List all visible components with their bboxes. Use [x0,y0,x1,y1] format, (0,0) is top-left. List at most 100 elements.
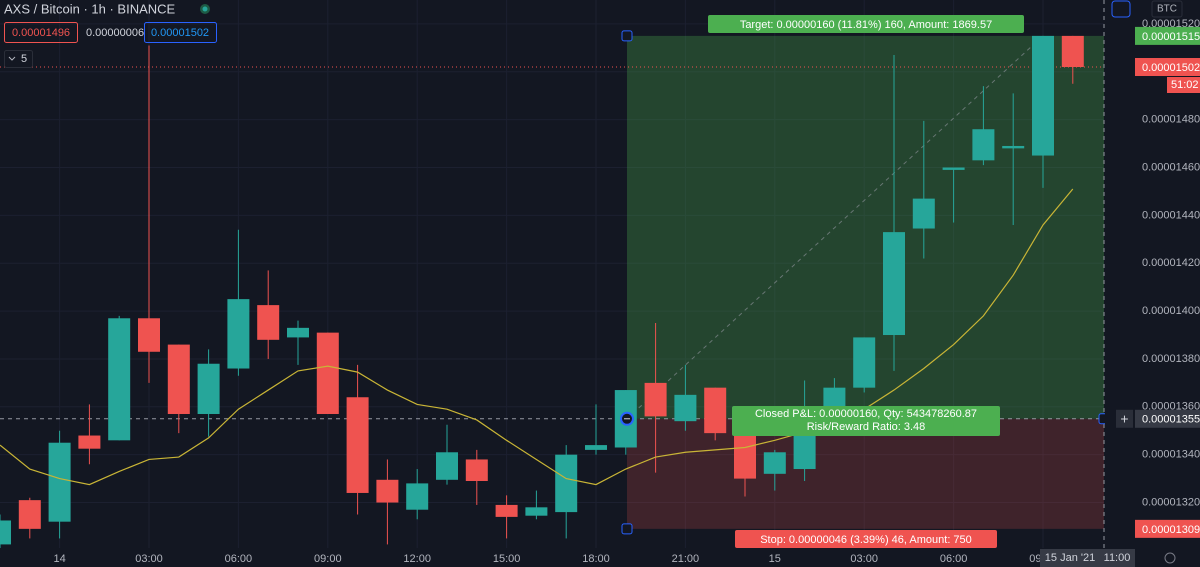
candle-body [48,442,71,522]
add-icon: + [1120,410,1128,426]
countdown: 51:02 [1171,79,1199,91]
y-tick-label: 0.00001320 [1142,496,1200,508]
spread: 0.00000006 [86,27,144,39]
candle-body [376,479,399,503]
candle-body [853,337,876,388]
handle [621,523,633,535]
x-tick-label: 06:00 [225,553,253,565]
candle-body [942,167,965,170]
candle-body [495,504,518,517]
candle-body [912,198,935,229]
candle-body [18,500,41,529]
price-badge [1135,58,1200,77]
x-tick-label: 15 [769,553,781,565]
settings[interactable] [1164,552,1176,564]
position-label: Target: 0.00000160 (11.81%) 160, Amount:… [740,19,992,31]
candle-body [78,435,101,449]
status-dot-core [202,6,208,12]
date-label: 15 Jan '21 [1045,552,1095,564]
chevron [8,56,16,61]
auto-scale[interactable] [1111,0,1131,18]
y-tick-label: 0.00001440 [1142,209,1200,221]
candle-body [734,423,756,479]
label-box [735,530,997,548]
x-tick-label: 03:00 [850,553,878,565]
handle [621,30,633,42]
candle-body [108,318,131,441]
price-badge [1135,26,1200,45]
price-badge-label: 0.00001309 [1142,524,1200,536]
x-tick-label: 06:00 [940,553,968,565]
label-box [708,15,1024,33]
time-axis [0,548,1200,567]
symbol: AXS / Bitcoin · 1h · BINANCE [4,1,176,16]
y-tick-label: 0.00001420 [1142,257,1200,269]
bid: 0.00001496 [12,27,70,39]
candle-body [436,452,458,480]
candle-body [555,454,578,513]
price-badge-label: 0.00001515 [1142,31,1200,43]
candle-body [406,483,429,510]
x-tick-label: 21:00 [672,553,700,565]
currency: BTC [1157,4,1177,15]
candle-body [316,332,339,414]
candle-body [227,299,250,369]
indicators-toggle[interactable] [4,50,33,68]
add-button [1116,409,1133,428]
y-tick-label: 0.00001520 [1142,18,1200,30]
candle-body [1061,35,1084,68]
bid-box[interactable] [4,22,78,43]
indicator-count: 5 [21,53,27,65]
candle-body [346,397,369,493]
candle-body [763,452,786,474]
time-badge [1100,549,1135,567]
candle-body [972,129,995,161]
candle-body [1032,35,1054,156]
candle-body [704,387,727,434]
position-label: Closed P&L: 0.00000160, Qty: 543478260.8… [755,408,977,420]
date-badge [1040,549,1100,567]
currency-box [1151,0,1183,18]
axes: 0.00001320 0.00001340 0.00001360 0.00001380… [53,18,1200,567]
position-label: Stop: 0.00000046 (3.39%) 46, Amount: 750 [760,534,972,546]
position-label: Risk/Reward Ratio: 3.48 [807,421,926,433]
candle-body [257,305,280,340]
plot: Target: 0.00000160 (11.81%) 160, Amount:… [0,0,1110,548]
x-tick-label: 15:00 [493,553,521,565]
y-tick-label: 0.00001380 [1142,353,1200,365]
x-tick-label: 14 [53,553,65,565]
y-tick-label: 0.00001340 [1142,449,1200,461]
candle-body [525,507,548,516]
price-badge-label: 0.00001502 [1142,62,1200,74]
path-line [626,35,1044,420]
candle-body [883,232,905,336]
ask: 0.00001502 [151,27,209,39]
candle-body [197,363,220,414]
moving-average [0,188,1074,486]
crosshair-time: 11:00 [1104,552,1131,564]
candle-body [0,520,11,545]
y-tick-label: 0.00001460 [1142,161,1200,173]
price-axis [1105,0,1200,567]
candle-body [585,445,607,450]
candle-body [1002,145,1025,149]
candle-body [644,382,667,417]
candle-body [167,344,190,414]
price-badge [1135,519,1200,538]
y-tick-label: 0.00001400 [1142,305,1200,317]
y-tick-label: 0.00001480 [1142,114,1200,126]
y-tick-label: 0.00001360 [1142,401,1200,413]
x-tick-label: 18:00 [582,553,610,565]
candle-body [674,394,697,422]
price-badge [1135,409,1200,428]
x-tick-label: 09:00 [314,553,342,565]
ask-box[interactable] [144,22,217,43]
candle-body [287,327,309,338]
x-tick-label: 12:00 [403,553,431,565]
price-badge-label: 0.00001355 [1142,414,1200,426]
x-tick-label: 03:00 [135,553,163,565]
loss-zone [627,418,1104,529]
